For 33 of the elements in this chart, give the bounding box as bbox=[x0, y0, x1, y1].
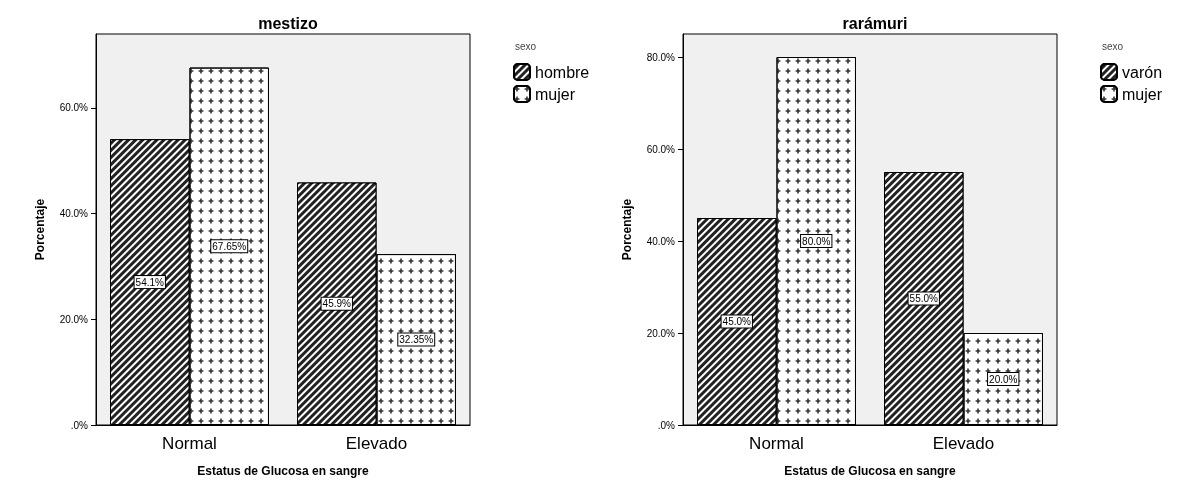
x-tick-label: Elevado bbox=[932, 434, 995, 453]
x-tick-label: Normal bbox=[162, 434, 217, 453]
legend-label: mujer bbox=[1122, 85, 1163, 103]
y-tick-label: .0% bbox=[657, 419, 676, 431]
y-tick-label: 20.0% bbox=[646, 327, 676, 339]
y-tick-label: 60.0% bbox=[646, 143, 676, 155]
y-axis-title: Porcentaje bbox=[33, 198, 47, 261]
legend-title: sexo bbox=[515, 40, 537, 52]
x-tick-label: Elevado bbox=[345, 434, 408, 453]
data-label: 20.0% bbox=[989, 373, 1018, 385]
y-tick-label: 20.0% bbox=[59, 313, 89, 325]
x-tick-label: Normal bbox=[749, 434, 804, 453]
data-label: 55.0% bbox=[909, 293, 939, 304]
legend-label: hombre bbox=[535, 63, 590, 81]
x-axis-title: Estatus de Glucosa en sangre bbox=[784, 464, 957, 478]
chart-title: mestizo bbox=[258, 14, 319, 32]
y-tick-label: 80.0% bbox=[646, 51, 676, 63]
y-tick-label: .0% bbox=[70, 419, 89, 431]
data-label: 80.0% bbox=[802, 235, 831, 247]
y-axis-title: Porcentaje bbox=[620, 198, 634, 261]
data-label: 45.0% bbox=[722, 316, 752, 327]
data-label: 45.9% bbox=[322, 298, 352, 310]
x-axis-title: Estatus de Glucosa en sangre bbox=[197, 464, 370, 478]
data-label: 32.35% bbox=[399, 334, 434, 346]
chart-title: rarámuri bbox=[842, 14, 908, 32]
y-tick-label: 40.0% bbox=[646, 235, 676, 247]
y-tick-label: 40.0% bbox=[59, 208, 89, 220]
legend-label: mujer bbox=[535, 85, 576, 103]
y-tick-label: 60.0% bbox=[59, 102, 89, 114]
legend-title: sexo bbox=[1102, 40, 1124, 52]
data-label: 54.1% bbox=[135, 276, 165, 288]
legend-label: varón bbox=[1122, 63, 1163, 81]
data-label: 67.65% bbox=[212, 240, 247, 252]
